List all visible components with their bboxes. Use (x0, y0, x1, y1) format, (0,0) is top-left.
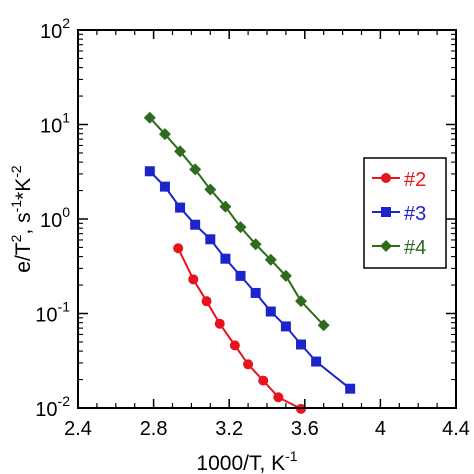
data-point (234, 221, 247, 234)
legend-marker (380, 240, 392, 252)
data-point (317, 319, 330, 332)
x-tick-label: 4 (375, 418, 386, 440)
data-point (204, 183, 217, 196)
data-point (243, 359, 254, 370)
data-point (250, 287, 261, 298)
legend-marker (381, 207, 391, 217)
legend: #2 #3 #4 (363, 157, 447, 269)
series-1 (173, 243, 307, 414)
legend-label: #3 (404, 203, 426, 225)
data-point (144, 166, 155, 177)
data-point (264, 253, 277, 266)
ticks-layer (77, 29, 457, 409)
x-tick-label: 4.4 (442, 418, 470, 440)
x-axis-title: 1000/T, K-1 (196, 448, 297, 474)
data-point (220, 253, 231, 264)
data-point (345, 383, 356, 394)
data-point (229, 340, 240, 351)
data-point (189, 163, 202, 176)
data-point (280, 321, 291, 332)
data-point (174, 145, 187, 158)
data-point (188, 274, 199, 285)
legend-item: #4 (372, 237, 426, 259)
data-point (201, 296, 212, 307)
y-axis-title: e/T2, s-1*K-2 (8, 165, 35, 273)
x-tick-label: 3.2 (215, 418, 243, 440)
y-tick-label: 102 (40, 15, 70, 43)
series-2 (144, 166, 356, 394)
series-line (149, 117, 325, 326)
legend-label: #4 (404, 237, 426, 259)
legend-item: #2 (372, 169, 426, 191)
data-point (279, 269, 292, 282)
legend-marker (381, 173, 391, 183)
data-point (265, 306, 276, 317)
data-point (175, 202, 186, 213)
data-point (173, 243, 184, 254)
data-point (159, 181, 170, 192)
data-point (273, 392, 284, 403)
data-point (190, 219, 201, 230)
data-point (205, 234, 216, 245)
x-tick-label: 2.4 (64, 418, 92, 440)
y-tick-label: 101 (40, 110, 70, 138)
data-point (258, 375, 269, 386)
y-tick-label: 10-2 (35, 393, 70, 421)
series-3 (143, 111, 330, 332)
data-point (249, 238, 262, 251)
data-point (295, 295, 308, 308)
data-point (158, 128, 171, 141)
y-tick-label: 100 (40, 204, 70, 232)
x-tick-label: 2.8 (140, 418, 168, 440)
x-tick-label: 3.6 (291, 418, 319, 440)
data-point (235, 270, 246, 281)
legend-item: #3 (372, 203, 426, 225)
data-point (311, 356, 322, 367)
labels-layer: 2.4 2.8 3.2 3.6 4 4.4 10-2 10-1 100 101 102 1000/T,… (8, 15, 470, 474)
data-point (143, 111, 156, 124)
data-point (219, 200, 232, 213)
data-point (296, 339, 307, 350)
series-layer (143, 111, 356, 414)
y-tick-label: 10-1 (35, 299, 70, 327)
data-point (214, 318, 225, 329)
legend-label: #2 (404, 169, 426, 191)
